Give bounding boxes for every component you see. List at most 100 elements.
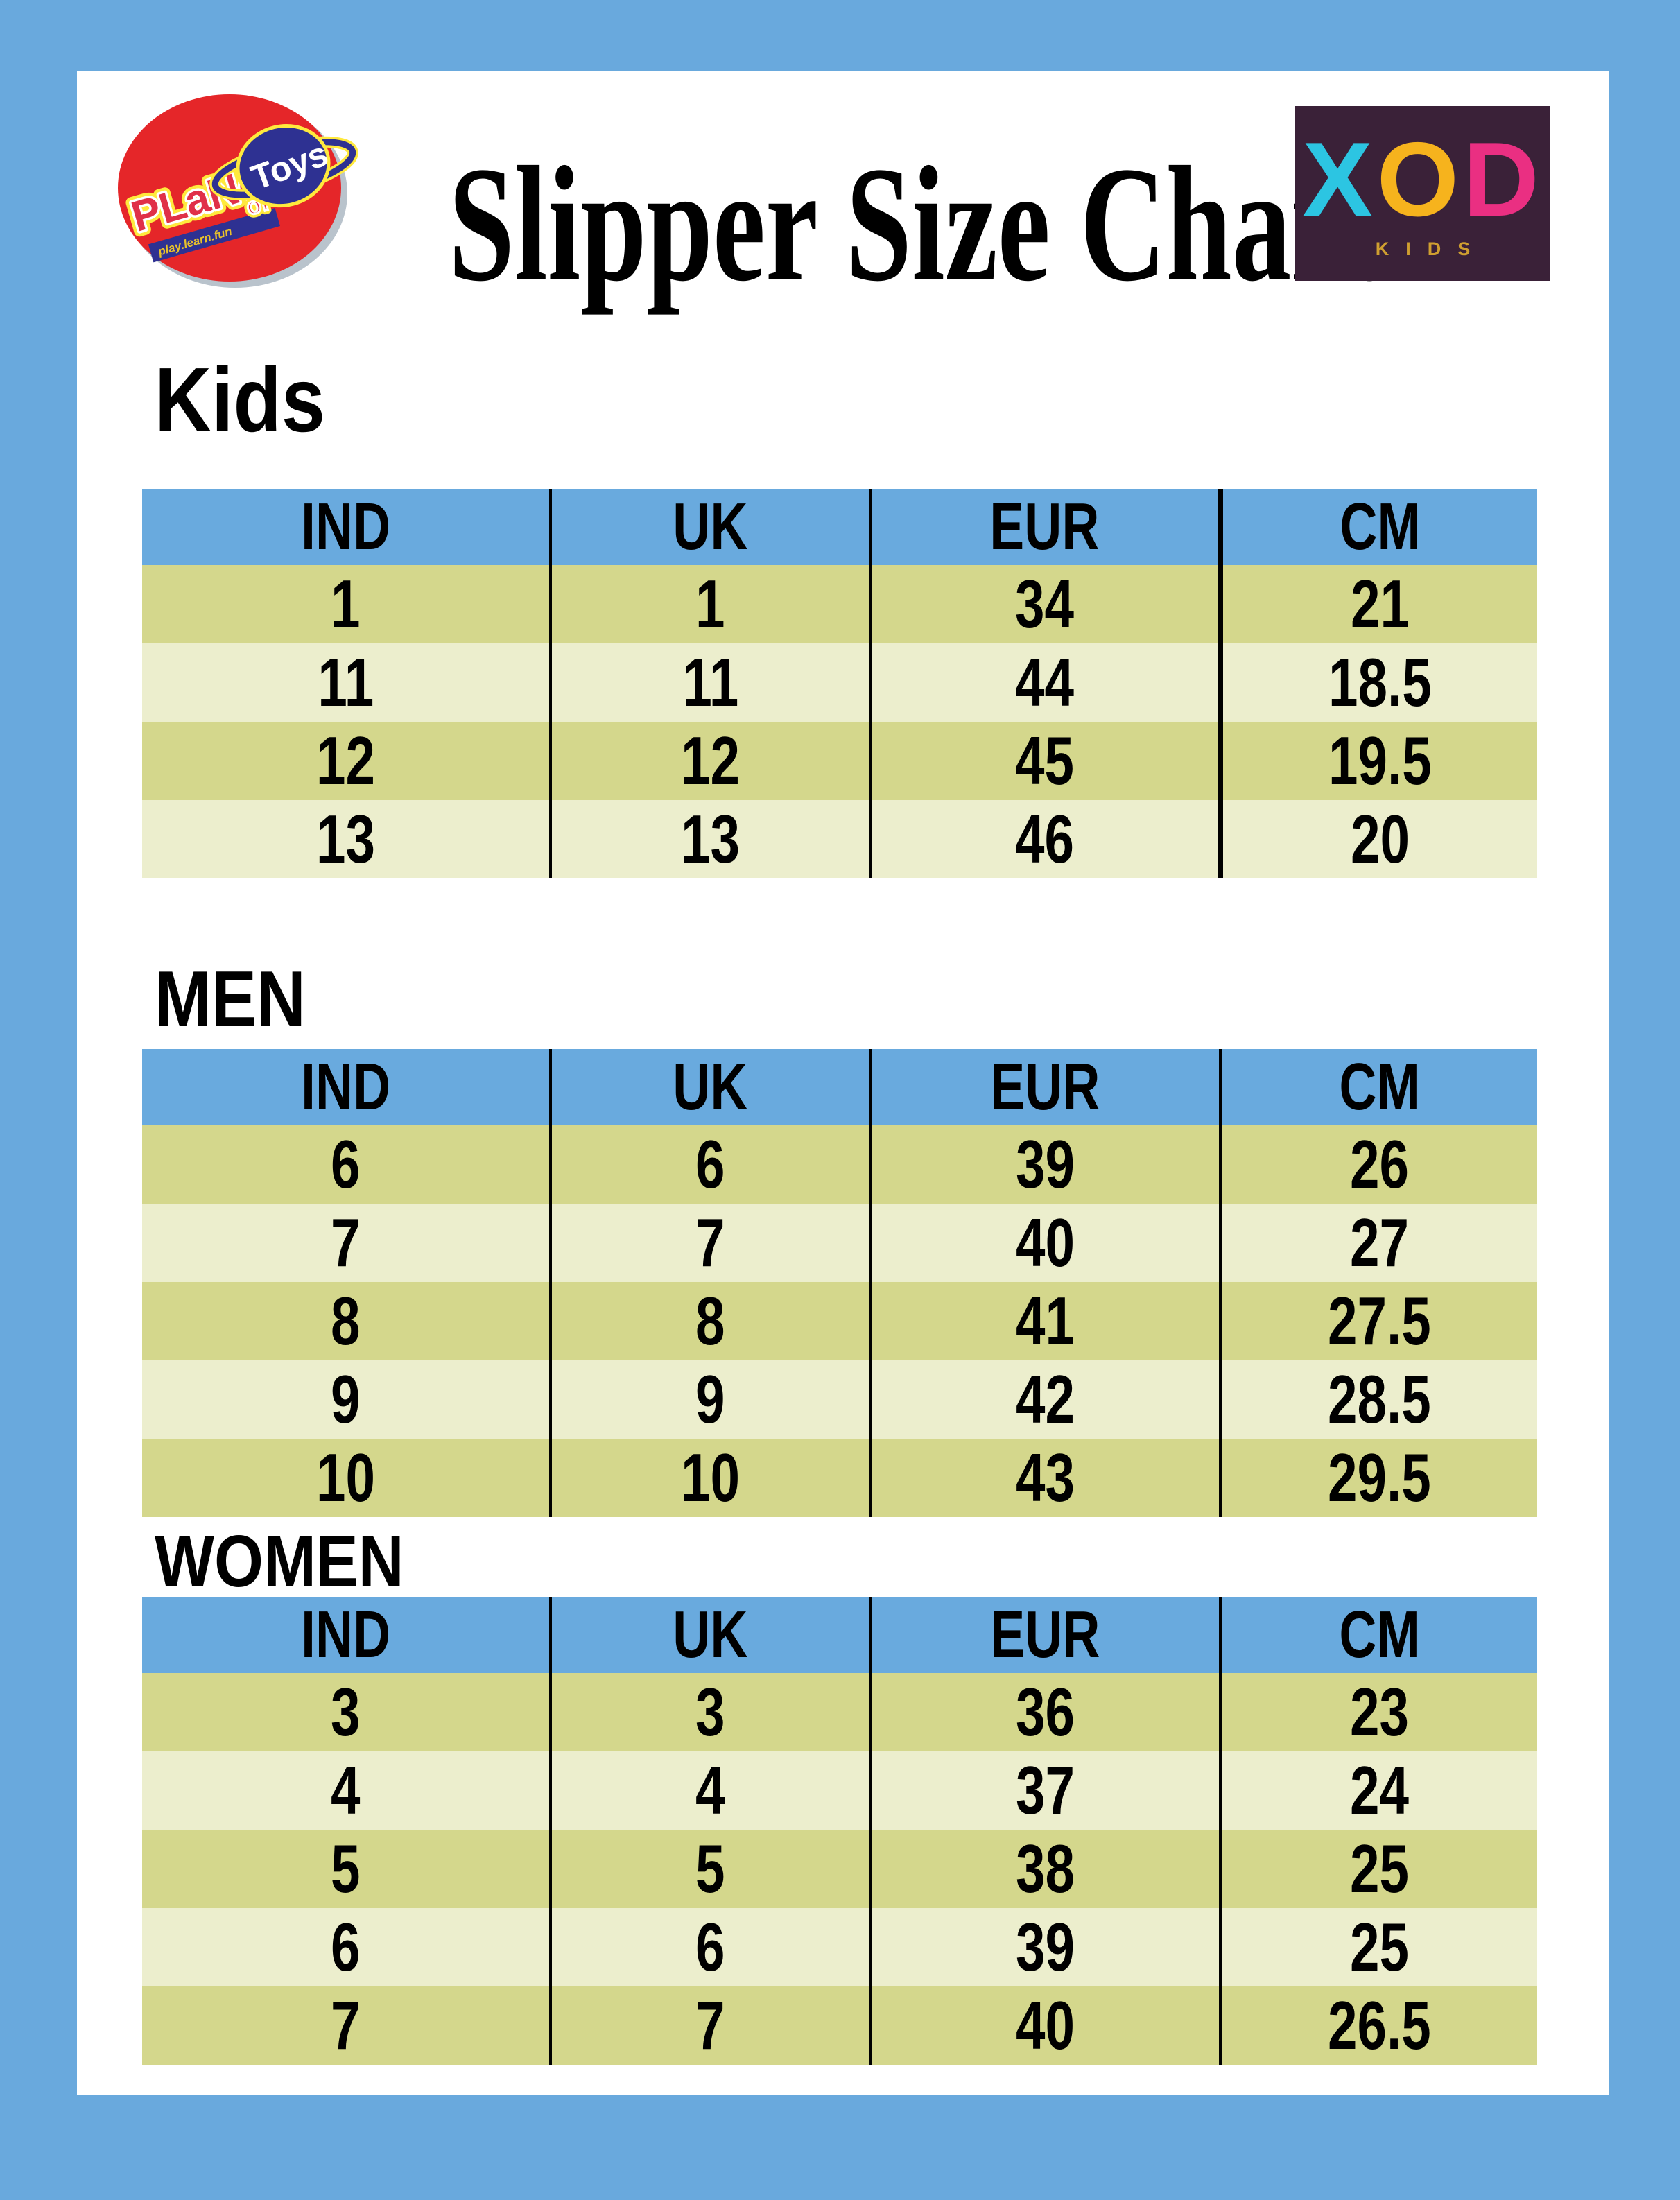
table-cell-value: 13 <box>680 801 741 877</box>
table-cell: 4 <box>142 1751 551 1830</box>
column-header-label: CM <box>1339 1050 1420 1124</box>
table-cell-value: 10 <box>680 1439 741 1516</box>
table-cell-value: 12 <box>680 722 741 799</box>
table-cell: 26 <box>1219 1125 1537 1204</box>
table-cell-value: 8 <box>331 1283 361 1359</box>
table-cell: 29.5 <box>1219 1439 1537 1517</box>
column-header-label: CM <box>1339 1597 1420 1672</box>
table-cell-value: 13 <box>315 801 376 877</box>
table-cell: 6 <box>142 1908 551 1986</box>
column-header-label: EUR <box>990 1050 1100 1124</box>
table-cell-value: 3 <box>695 1674 725 1750</box>
table-cell: 11 <box>142 643 551 722</box>
table-cell-value: 25 <box>1349 1830 1410 1907</box>
header-row: IND UK EUR CM <box>142 489 1537 565</box>
header-row: IND UK EUR CM <box>142 1049 1537 1125</box>
content-area: play.learn.fun PLaNet PLaNet PLaNet of o… <box>77 71 1609 2095</box>
table-cell: 40 <box>869 1986 1220 2065</box>
table-cell-value: 6 <box>331 1126 361 1202</box>
table-cell-value: 18.5 <box>1328 644 1432 720</box>
table-cell: 12 <box>549 722 870 800</box>
table-cell-value: 36 <box>1015 1674 1075 1750</box>
planet-globe <box>236 123 331 208</box>
table-cell: 21 <box>1218 565 1537 643</box>
table-cell: 10 <box>549 1439 870 1517</box>
table-cell: 25 <box>1219 1908 1537 1986</box>
table-cell: 19.5 <box>1218 722 1537 800</box>
table-cell: 39 <box>869 1908 1220 1986</box>
column-header: EUR <box>869 489 1220 565</box>
column-header: IND <box>142 1597 551 1673</box>
table-cell: 42 <box>869 1360 1220 1439</box>
table-cell-value: 38 <box>1015 1830 1075 1907</box>
table-cell-value: 27.5 <box>1328 1283 1431 1359</box>
table-cell: 18.5 <box>1218 643 1537 722</box>
table-cell: 7 <box>142 1986 551 2065</box>
table-cell-value: 11 <box>682 644 738 720</box>
table-row: 6 6 39 26 <box>142 1125 1537 1204</box>
table-row: 3 3 36 23 <box>142 1673 1537 1751</box>
page-title: Slipper Size Chart <box>448 133 1384 315</box>
table-cell-value: 37 <box>1015 1752 1075 1828</box>
table-cell: 8 <box>142 1282 551 1360</box>
xod-letter-o: O <box>1376 120 1463 239</box>
table-cell: 39 <box>869 1125 1220 1204</box>
table-cell: 41 <box>869 1282 1220 1360</box>
table-cell: 3 <box>142 1673 551 1751</box>
table-cell-value: 27 <box>1349 1204 1410 1281</box>
table-cell-value: 1 <box>695 566 725 642</box>
table-cell-value: 7 <box>695 1204 725 1281</box>
table-cell: 6 <box>549 1125 870 1204</box>
table-cell-value: 1 <box>331 566 361 642</box>
table-cell-value: 42 <box>1015 1361 1075 1437</box>
column-header-label: IND <box>301 490 390 564</box>
table-cell: 4 <box>549 1751 870 1830</box>
table-cell-value: 5 <box>331 1830 361 1907</box>
table-cell: 40 <box>869 1204 1220 1282</box>
column-header: EUR <box>869 1049 1220 1125</box>
xod-wordmark: XOD <box>1302 127 1543 232</box>
table-cell: 6 <box>142 1125 551 1204</box>
table-cell: 23 <box>1219 1673 1537 1751</box>
table-cell: 3 <box>549 1673 870 1751</box>
table-cell: 27 <box>1219 1204 1537 1282</box>
table-cell-value: 10 <box>315 1439 376 1516</box>
column-header: UK <box>549 1049 870 1125</box>
table-cell-value: 7 <box>695 1987 725 2063</box>
table-cell-value: 43 <box>1015 1439 1075 1516</box>
table-row: 11 11 44 18.5 <box>142 643 1537 722</box>
table-cell: 11 <box>549 643 870 722</box>
size-table-kids: IND UK EUR CM 1 1 34 21 11 11 44 18.5 12 12 45 19.5 13 13… <box>142 489 1537 878</box>
table-cell-value: 24 <box>1349 1752 1410 1828</box>
table-cell-value: 6 <box>695 1909 725 1985</box>
table-cell: 7 <box>549 1204 870 1282</box>
table-cell-value: 3 <box>331 1674 361 1750</box>
column-header: IND <box>142 1049 551 1125</box>
table-cell-value: 34 <box>1015 566 1075 642</box>
xod-subtitle: KIDS <box>1375 238 1487 259</box>
column-header: UK <box>549 489 870 565</box>
table-cell: 9 <box>549 1360 870 1439</box>
table-row: 6 6 39 25 <box>142 1908 1537 1986</box>
table-row: 4 4 37 24 <box>142 1751 1537 1830</box>
table-cell: 5 <box>549 1830 870 1908</box>
section-heading-kids: Kids <box>155 354 353 446</box>
column-header-label: IND <box>301 1597 390 1672</box>
table-cell: 44 <box>869 643 1220 722</box>
table-cell: 1 <box>142 565 551 643</box>
table-cell: 43 <box>869 1439 1220 1517</box>
section-heading-men: MEN <box>155 960 330 1039</box>
table-cell-value: 4 <box>331 1752 361 1828</box>
column-header-label: CM <box>1340 490 1421 564</box>
table-cell-value: 19.5 <box>1328 722 1432 799</box>
table-cell: 24 <box>1219 1751 1537 1830</box>
table-row: 7 7 40 26.5 <box>142 1986 1537 2065</box>
section-heading-men-label: MEN <box>155 955 306 1043</box>
table-cell: 9 <box>142 1360 551 1439</box>
table-cell-value: 44 <box>1015 644 1075 720</box>
table-cell-value: 8 <box>695 1283 725 1359</box>
column-header-label: UK <box>673 490 748 564</box>
table-cell: 25 <box>1219 1830 1537 1908</box>
table-cell: 8 <box>549 1282 870 1360</box>
column-header-label: UK <box>673 1050 748 1124</box>
